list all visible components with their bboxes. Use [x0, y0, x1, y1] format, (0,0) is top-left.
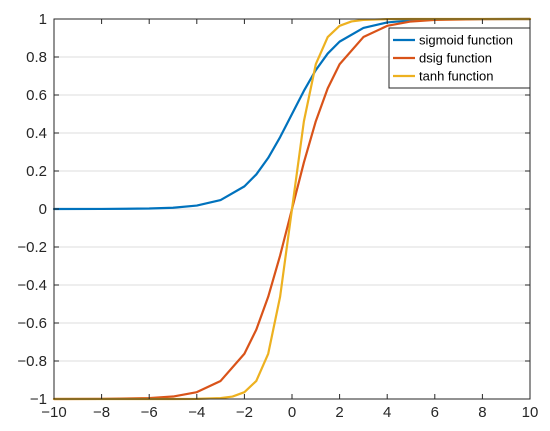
y-tick-label-5: 0 — [39, 201, 47, 218]
x-tick-label-6: 2 — [335, 404, 343, 421]
y-tick-label-10: 1 — [39, 11, 47, 28]
y-tick-label-9: 0.8 — [26, 49, 47, 66]
legend-label-1: dsig function — [419, 51, 492, 66]
y-tick-label-6: 0.2 — [26, 163, 47, 180]
x-tick-label-7: 4 — [383, 404, 391, 421]
x-tick-label-4: −2 — [236, 404, 253, 421]
x-tick-label-3: −4 — [188, 404, 205, 421]
legend-label-2: tanh function — [419, 69, 493, 84]
y-tick-label-8: 0.6 — [26, 87, 47, 104]
y-tick-label-2: −0.6 — [17, 315, 47, 332]
x-tick-label-1: −8 — [93, 404, 110, 421]
y-tick-label-1: −0.8 — [17, 353, 47, 370]
x-tick-label-5: 0 — [288, 404, 296, 421]
y-tick-label-4: −0.2 — [17, 239, 47, 256]
legend: sigmoid function dsig function tanh functi… — [388, 27, 531, 89]
y-tick-label-3: −0.4 — [17, 277, 47, 294]
x-tick-label-9: 8 — [478, 404, 486, 421]
x-tick-label-0: −10 — [41, 404, 66, 421]
y-tick-label-7: 0.4 — [26, 125, 47, 142]
x-tick-label-2: −6 — [141, 404, 158, 421]
tick-labels: −10 −8 −6 −4 −2 0 2 4 6 8 10 −1 −0.8 −0.6 −0.4 −0.2 0 0.2… — [17, 11, 538, 421]
legend-label-0: sigmoid function — [419, 33, 513, 48]
series-line-0 — [52, 17, 532, 211]
y-tick-label-0: −1 — [30, 391, 47, 408]
x-tick-label-10: 10 — [522, 404, 539, 421]
x-tick-label-8: 6 — [431, 404, 439, 421]
